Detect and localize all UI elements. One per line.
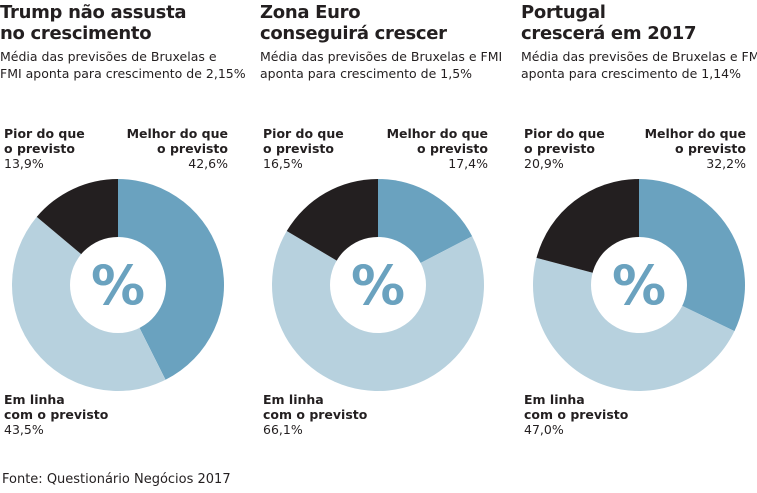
chart-subtitle: Média das previsões de Bruxelas e FMI ap… (0, 49, 246, 81)
percent-symbol: % (612, 254, 666, 317)
chart-title: Trump não assusta no crescimento (0, 2, 187, 44)
label-better: Melhor do que o previsto 17,4% (387, 126, 488, 171)
label-better: Melhor do que o previsto 32,2% (645, 126, 746, 171)
label-better-text: Melhor do que o previsto (644, 126, 746, 156)
slice-better (118, 179, 225, 380)
chart-subtitle: Média das previsões de Bruxelas e FMI ap… (521, 49, 757, 81)
label-worse-text: Pior do que o previsto (524, 126, 605, 156)
label-worse: Pior do que o previsto 16,5% (263, 126, 344, 171)
label-inline-text: Em linha com o previsto (4, 392, 109, 422)
label-inline: Em linha com o previsto 47,0% (524, 392, 628, 437)
percent-symbol: % (351, 254, 405, 317)
label-inline-text: Em linha com o previsto (263, 392, 368, 422)
label-inline-text: Em linha com o previsto (524, 392, 629, 422)
label-better-value: 17,4% (448, 156, 488, 171)
donut-chart: % (271, 179, 484, 391)
label-inline-value: 43,5% (4, 422, 44, 437)
label-better-text: Melhor do que o previsto (386, 126, 488, 156)
label-worse-value: 20,9% (524, 156, 564, 171)
label-better-value: 42,6% (188, 156, 228, 171)
label-worse: Pior do que o previsto 20,9% (524, 126, 605, 171)
label-worse-text: Pior do que o previsto (4, 126, 85, 156)
chart-title: Portugal crescerá em 2017 (521, 2, 697, 44)
label-better-value: 32,2% (706, 156, 746, 171)
chart-subtitle: Média das previsões de Bruxelas e FMI ap… (260, 49, 503, 81)
label-inline-value: 47,0% (524, 422, 564, 437)
label-inline-value: 66,1% (263, 422, 303, 437)
source-note: Fonte: Questionário Negócios 2017 (2, 472, 231, 487)
donut-chart: % (532, 179, 745, 392)
label-worse-value: 16,5% (263, 156, 303, 171)
chart-panel-1: Trump não assusta no crescimento Média d… (0, 0, 250, 465)
chart-panel-2: Zona Euro conseguirá crescer Média das p… (260, 0, 510, 465)
donut-chart: % (11, 179, 225, 392)
chart-title: Zona Euro conseguirá crescer (260, 2, 447, 44)
label-worse-text: Pior do que o previsto (263, 126, 344, 156)
label-worse-value: 13,9% (4, 156, 44, 171)
label-worse: Pior do que o previsto 13,9% (4, 126, 85, 171)
donut-center (70, 237, 166, 333)
chart-panel-3: Portugal crescerá em 2017 Média das prev… (521, 0, 757, 465)
label-inline: Em linha com o previsto 43,5% (4, 392, 108, 437)
label-better: Melhor do que o previsto 42,6% (127, 126, 228, 171)
label-inline: Em linha com o previsto 66,1% (263, 392, 367, 437)
label-better-text: Melhor do que o previsto (126, 126, 228, 156)
donut-center (330, 237, 426, 333)
donut-center (591, 237, 687, 333)
percent-symbol: % (91, 254, 145, 317)
